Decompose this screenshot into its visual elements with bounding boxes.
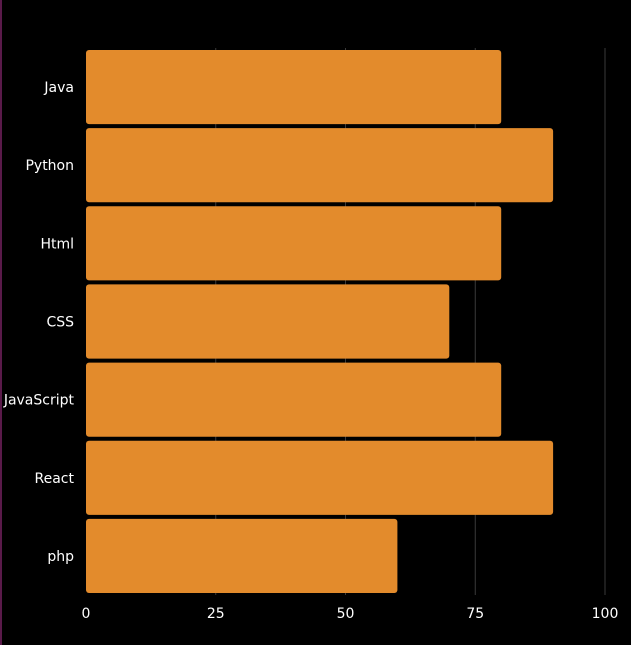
bar-javascript [86,362,502,437]
x-tick-label: 75 [466,606,484,622]
bar-python [86,128,554,203]
x-axis-tick-labels: 0 25 50 75 100 [82,606,619,622]
x-tick-label: 100 [592,606,619,622]
x-tick-label: 0 [82,606,91,622]
bars [86,50,554,593]
category-labels: Java Python Html CSS JavaScript React php [3,80,75,565]
category-label-html: Html [40,236,74,252]
category-label-css: CSS [46,315,74,331]
left-edge-accent [0,0,2,645]
category-label-javascript: JavaScript [3,393,75,409]
bar-css [86,284,450,359]
x-tick-label: 50 [337,606,355,622]
category-label-react: React [35,471,75,487]
bar-php [86,518,398,593]
category-label-java: Java [43,80,74,96]
bar-html [86,206,502,281]
x-tick-label: 25 [207,606,225,622]
bar-react [86,440,554,515]
category-label-php: php [47,549,74,565]
bar-java [86,50,502,125]
category-label-python: Python [25,158,74,174]
